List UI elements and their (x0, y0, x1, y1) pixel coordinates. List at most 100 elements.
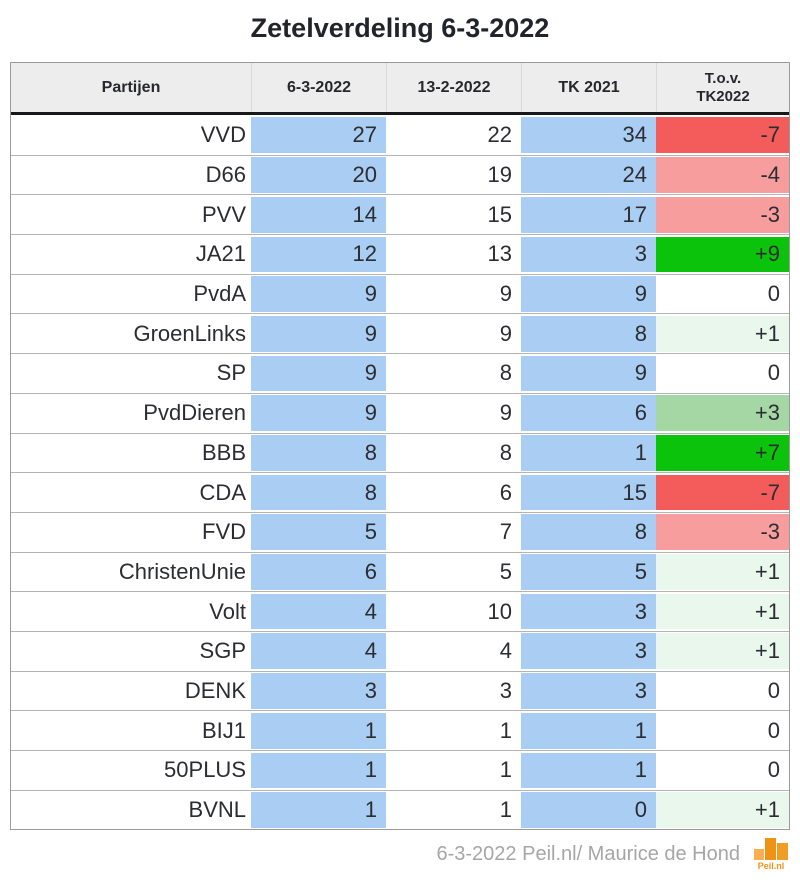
table-row: Volt 4 10 3 +1 (11, 591, 789, 631)
seats-previous-cell: 1 (499, 797, 512, 823)
seats-previous-cell: 7 (499, 519, 512, 545)
party-name-cell: DENK (184, 677, 246, 703)
seats-previous-cell: 9 (499, 320, 512, 346)
header-current-date: 6-3-2022 (251, 63, 386, 112)
seats-tk2021-cell: 3 (521, 236, 656, 273)
seats-current-cell: 1 (251, 792, 386, 828)
seats-previous-cell: 6 (499, 479, 512, 505)
table-row: SP 9 8 9 0 (11, 353, 789, 393)
table-row: VVD 27 22 34 -7 (11, 115, 789, 155)
seats-previous-cell: 15 (487, 201, 512, 227)
seats-previous-cell: 5 (499, 558, 512, 584)
seats-tk2021-cell: 5 (521, 554, 656, 590)
seats-tk2021-cell: 0 (521, 792, 656, 828)
seat-diff-cell: -3 (656, 196, 789, 233)
seats-previous-cell: 13 (487, 241, 512, 267)
seat-diff-cell: 0 (656, 752, 789, 789)
seats-current-cell: 27 (251, 116, 386, 154)
table-row: BVNL 1 1 0 +1 (11, 789, 789, 830)
seats-tk2021-cell: 3 (521, 593, 656, 630)
seat-diff-cell: +9 (656, 236, 789, 273)
footer: 6-3-2022 Peil.nl/ Maurice de Hond Peil.n… (436, 838, 792, 871)
header-partijen: Partijen (101, 78, 161, 96)
party-name-cell: ChristenUnie (118, 558, 246, 584)
seat-diff-cell: +7 (656, 435, 789, 471)
party-name-cell: PVV (201, 201, 246, 227)
seats-previous-cell: 22 (487, 121, 512, 147)
seats-current-cell: 1 (251, 752, 386, 789)
party-name-cell: SGP (199, 638, 246, 664)
seat-diff-cell: 0 (656, 355, 789, 392)
seats-tk2021-cell: 9 (521, 355, 656, 392)
seats-previous-cell: 4 (499, 638, 512, 664)
table-row: SGP 4 4 3 +1 (11, 630, 789, 671)
peilnl-logo: Peil.nl (750, 838, 792, 871)
table-row: PvdDieren 9 9 6 +3 (11, 392, 789, 433)
seats-current-cell: 20 (251, 157, 386, 193)
seats-current-cell: 12 (251, 236, 386, 273)
seats-previous-cell: 8 (499, 439, 512, 465)
seat-diff-cell: +1 (656, 792, 789, 828)
table-row: BIJ1 1 1 1 0 (11, 710, 789, 750)
table-body: VVD 27 22 34 -7 D66 20 19 24 -4 PVV 14 1… (11, 115, 789, 829)
header-previous-date: 13-2-2022 (386, 63, 521, 112)
seats-previous-cell: 9 (499, 281, 512, 307)
seats-tk2021-cell: 1 (521, 752, 656, 789)
table-row: PvdA 9 9 9 0 (11, 273, 789, 314)
table-row: BBB 8 8 1 +7 (11, 432, 789, 473)
seat-diff-cell: +1 (656, 315, 789, 352)
header-tov-line2: TK2022 (696, 87, 750, 105)
seats-tk2021-cell: 6 (521, 395, 656, 431)
seats-current-cell: 9 (251, 355, 386, 392)
seats-current-cell: 3 (251, 673, 386, 709)
party-name-cell: VVD (200, 121, 246, 147)
header-tk2021: TK 2021 (521, 63, 656, 112)
bar-chart-icon-bar-tall (765, 838, 776, 860)
seats-current-cell: 6 (251, 554, 386, 590)
party-name-cell: Volt (209, 598, 246, 624)
table-row: JA21 12 13 3 +9 (11, 234, 789, 274)
seat-diff-cell: +1 (656, 554, 789, 590)
seats-previous-cell: 10 (487, 598, 512, 624)
table-row: ChristenUnie 6 5 5 +1 (11, 551, 789, 592)
table-row: CDA 8 6 15 -7 (11, 472, 789, 512)
seats-tk2021-cell: 3 (521, 633, 656, 670)
seat-diff-cell: -7 (656, 474, 789, 511)
party-name-cell: BVNL (188, 797, 246, 823)
seats-current-cell: 9 (251, 315, 386, 352)
page-title: Zetelverdeling 6-3-2022 (250, 13, 550, 43)
seats-tk2021-cell: 17 (521, 196, 656, 233)
seats-tk2021-cell: 9 (521, 276, 656, 312)
party-name-cell: PvdA (193, 281, 246, 307)
seats-tk2021-cell: 1 (521, 712, 656, 749)
seats-tk2021-cell: 24 (521, 157, 656, 193)
party-name-cell: 50PLUS (164, 757, 246, 783)
seat-diff-cell: +1 (656, 633, 789, 670)
header-tov-tk2022: T.o.v. TK2022 (656, 63, 789, 112)
party-name-cell: PvdDieren (143, 400, 246, 426)
seat-diff-cell: -4 (656, 157, 789, 193)
seats-tk2021-cell: 15 (521, 474, 656, 511)
seats-current-cell: 9 (251, 395, 386, 431)
seats-current-cell: 14 (251, 196, 386, 233)
party-name-cell: GroenLinks (133, 320, 246, 346)
seats-previous-cell: 3 (499, 677, 512, 703)
party-name-cell: BIJ1 (201, 717, 246, 743)
seats-tk2021-cell: 8 (521, 315, 656, 352)
seat-diff-cell: -3 (656, 514, 789, 551)
seat-diff-cell: 0 (656, 276, 789, 312)
party-name-cell: BBB (201, 439, 246, 465)
seat-diff-cell: -7 (656, 116, 789, 154)
seats-tk2021-cell: 3 (521, 673, 656, 709)
seats-previous-cell: 1 (499, 717, 512, 743)
header-tov-line1: T.o.v. (704, 69, 742, 87)
table-header-row: Partijen 6-3-2022 13-2-2022 TK 2021 T.o.… (11, 63, 789, 115)
table-row: DENK 3 3 3 0 (11, 670, 789, 711)
seats-previous-cell: 19 (487, 162, 512, 188)
party-name-cell: FVD (202, 519, 246, 545)
seats-tk2021-cell: 8 (521, 514, 656, 551)
seats-current-cell: 9 (251, 276, 386, 312)
seats-current-cell: 4 (251, 633, 386, 670)
bar-chart-icon-bar-medium (777, 843, 788, 860)
bar-chart-icon-bar-small (754, 849, 764, 860)
